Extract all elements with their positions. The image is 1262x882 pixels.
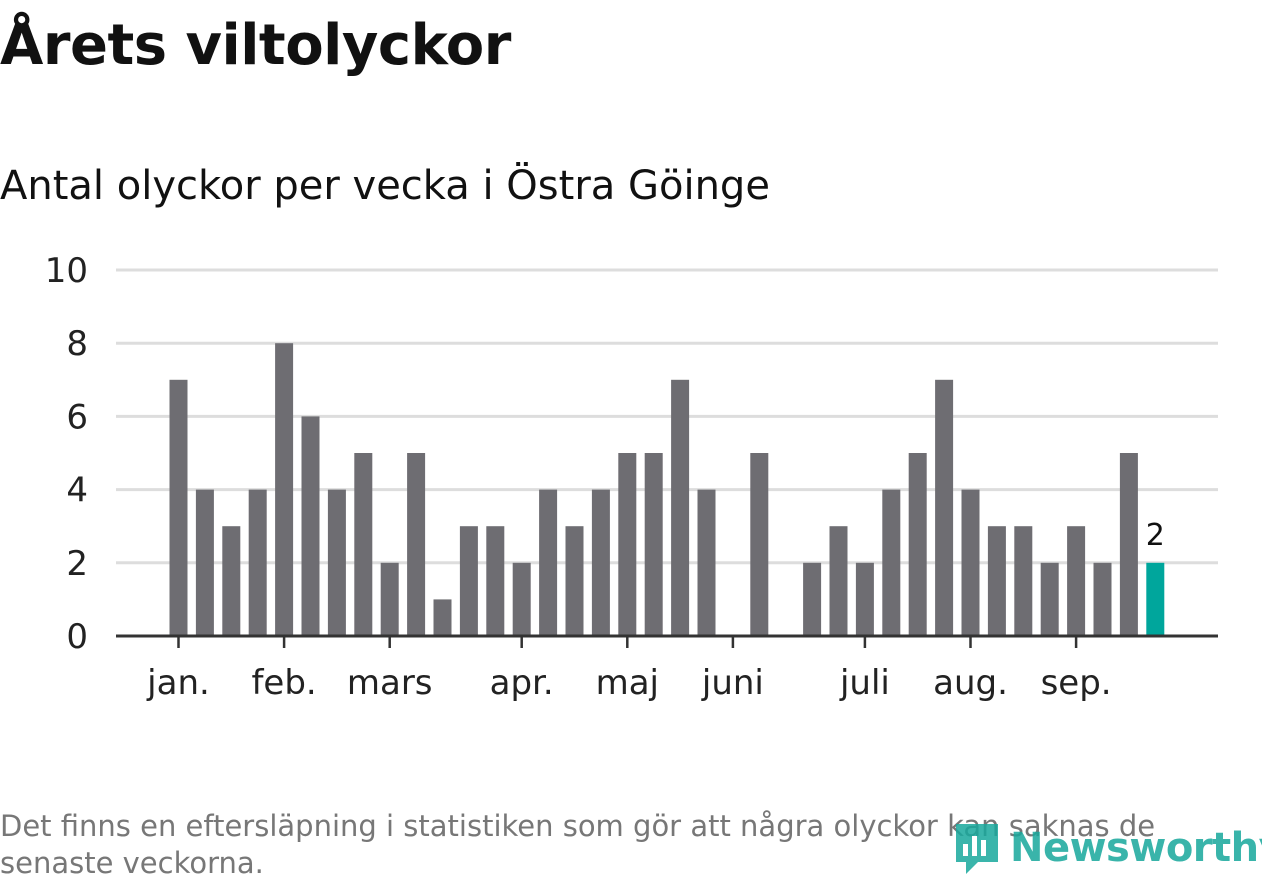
y-axis-ticks: 0 2 4 6 8 10 [45, 251, 88, 657]
y-tick-label-0: 0 [66, 617, 88, 657]
y-tick-label-2: 2 [66, 544, 88, 584]
data-labels: 2 [1146, 518, 1165, 553]
chart-subtitle: Antal olyckor per vecka i Östra Göinge [0, 163, 770, 209]
bar-week-17 [591, 489, 610, 636]
x-axis: jan. feb. mars apr. maj juni juli aug. sep. [116, 634, 1218, 703]
x-tick-label-maj: maj [596, 663, 659, 703]
bar-week-8 [354, 453, 373, 636]
newsworthy-chart-icon [956, 824, 998, 874]
bar-week-31 [961, 489, 980, 636]
chart-title: Årets viltolyckor [0, 13, 511, 78]
bar-week-20 [671, 379, 690, 636]
bar-week-9 [380, 562, 399, 636]
bars [169, 343, 1165, 636]
bar-week-38 [1146, 562, 1165, 636]
y-tick-label-6: 6 [66, 397, 88, 437]
bar-week-6 [301, 416, 320, 636]
x-tick-label-apr.: apr. [490, 663, 554, 703]
bar-week-32 [987, 526, 1006, 636]
bar-week-12 [459, 526, 478, 636]
bar-week-7 [327, 489, 346, 636]
logo-text: Newsworthy [1010, 825, 1262, 871]
x-tick-label-jan.: jan. [146, 663, 210, 703]
bar-week-13 [486, 526, 505, 636]
x-tick-label-sep.: sep. [1041, 663, 1112, 703]
bar-chart: 0 2 4 6 8 10 jan. feb. mars apr. maj juni juli aug. s… [45, 251, 1218, 703]
bar-week-25 [803, 562, 822, 636]
x-tick-label-juli: juli [839, 663, 890, 703]
bar-week-29 [908, 453, 927, 636]
bar-week-14 [512, 562, 531, 636]
bar-week-34 [1040, 562, 1059, 636]
bar-week-2 [195, 489, 214, 636]
x-tick-label-feb.: feb. [251, 663, 316, 703]
bar-week-35 [1067, 526, 1086, 636]
bar-week-19 [644, 453, 663, 636]
bar-week-33 [1014, 526, 1033, 636]
y-tick-label-4: 4 [66, 471, 88, 511]
bar-week-16 [565, 526, 584, 636]
bar-week-21 [697, 489, 716, 636]
y-tick-label-10: 10 [45, 251, 88, 291]
bar-week-4 [248, 489, 267, 636]
bar-week-15 [539, 489, 558, 636]
y-tick-label-8: 8 [66, 324, 88, 364]
bar-week-28 [882, 489, 901, 636]
bar-week-1 [169, 379, 188, 636]
bar-week-3 [222, 526, 241, 636]
data-label-highlight: 2 [1146, 518, 1165, 553]
newsworthy-logo: Newsworthy [952, 818, 1262, 878]
x-tick-label-juni: juni [701, 663, 764, 703]
bar-week-11 [433, 599, 452, 636]
bar-week-30 [935, 379, 954, 636]
bar-week-5 [275, 343, 294, 636]
bar-week-18 [618, 453, 637, 636]
grid-lines [116, 268, 1218, 565]
bar-week-26 [829, 526, 848, 636]
x-tick-label-aug.: aug. [933, 663, 1008, 703]
bar-week-10 [407, 453, 426, 636]
bar-week-37 [1119, 453, 1138, 636]
bar-week-27 [855, 562, 874, 636]
bar-week-23 [750, 453, 769, 636]
x-tick-label-mars: mars [347, 663, 433, 703]
bar-week-36 [1093, 562, 1112, 636]
